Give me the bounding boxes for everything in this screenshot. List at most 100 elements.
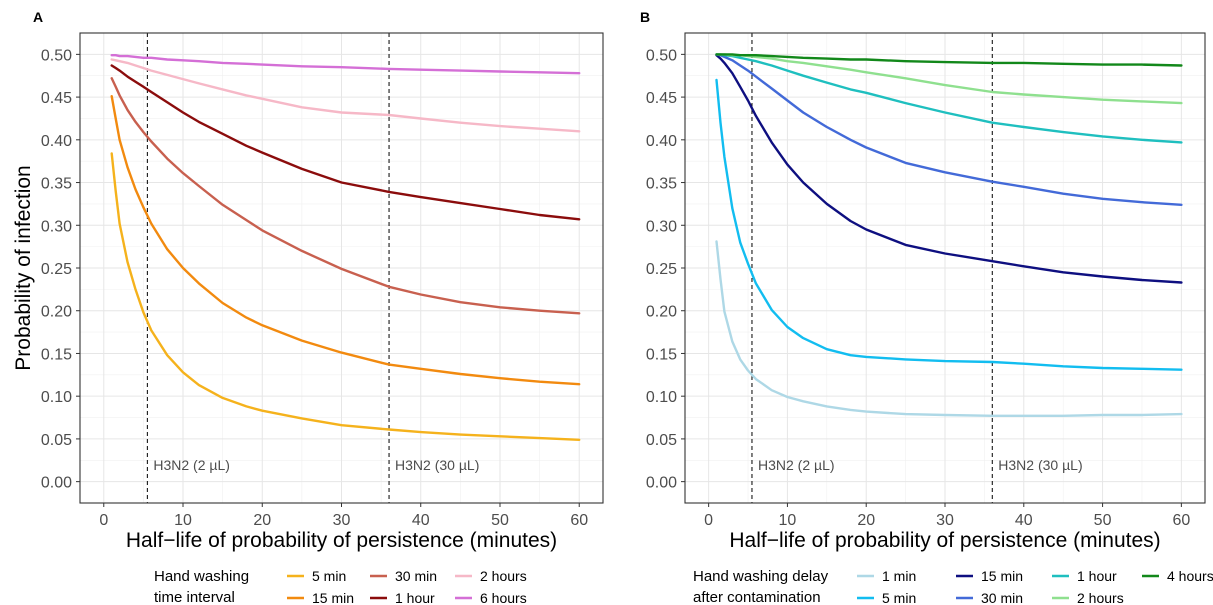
- y-tick-label: 0.10: [646, 389, 677, 406]
- legend-label: 4 hours: [1167, 568, 1213, 584]
- series-line-5-min: [110, 152, 581, 441]
- legend-title: time interval: [154, 589, 235, 605]
- legend-item: 4 hours: [1142, 568, 1213, 584]
- y-tick-label: 0.40: [646, 133, 677, 150]
- legend-label: 2 hours: [480, 568, 527, 584]
- y-tick-label: 0.20: [646, 304, 677, 321]
- reference-label-prefix: H3N2 (30: [998, 457, 1062, 473]
- reference-label-prefix: H3N2 (30: [395, 457, 459, 473]
- series-line-30-min: [715, 53, 1183, 207]
- reference-line-label: H3N2 (30 µL): [998, 457, 1082, 473]
- legend-label: 30 min: [981, 590, 1023, 605]
- y-tick-label: 0.30: [41, 218, 72, 235]
- series-line-1-hour: [110, 64, 581, 221]
- y-tick-label: 0.05: [646, 432, 677, 449]
- legend-label: 5 min: [882, 590, 916, 605]
- legend-item: 30 min: [956, 590, 1023, 605]
- x-tick-label: 60: [1172, 512, 1190, 529]
- legend-item: 1 hour: [1052, 568, 1117, 584]
- series-line-5-min: [715, 78, 1183, 371]
- x-tick-label: 30: [936, 512, 954, 529]
- legend-label: 1 hour: [1077, 568, 1117, 584]
- y-tick-label: 0.30: [646, 218, 677, 235]
- legend-label: 15 min: [981, 568, 1023, 584]
- x-tick-label: 20: [253, 512, 271, 529]
- legend: Hand washing delay after contamination 1 m…: [693, 568, 1213, 605]
- panel-label: B: [640, 9, 650, 25]
- legend: Hand washing time interval 5 min 15 min 30 m…: [154, 568, 527, 605]
- reference-label-unit: µL: [459, 457, 475, 473]
- x-tick-label: 50: [491, 512, 509, 529]
- x-tick-label: 40: [1015, 512, 1033, 529]
- series-line-2-hours: [110, 58, 581, 133]
- y-tick-label: 0.15: [646, 346, 677, 363]
- legend-title: Hand washing delay: [693, 568, 829, 585]
- y-tick-label: 0.50: [41, 47, 72, 64]
- x-tick-label: 50: [1094, 512, 1112, 529]
- legend-item: 15 min: [287, 590, 354, 605]
- y-tick-label: 0.05: [41, 432, 72, 449]
- series-line-1-hour: [715, 53, 1183, 144]
- reference-label-unit: µL: [814, 457, 830, 473]
- y-tick-label: 0.25: [41, 261, 72, 278]
- legend-item: 5 min: [287, 568, 346, 584]
- y-tick-label: 0.45: [41, 90, 72, 107]
- reference-line-label: H3N2 (30 µL): [395, 457, 479, 473]
- legend-label: 15 min: [312, 590, 354, 605]
- y-tick-label: 0.35: [41, 176, 72, 193]
- legend-item: 2 hours: [1052, 590, 1124, 605]
- y-tick-label: 0.50: [646, 47, 677, 64]
- legend-item: 1 min: [857, 568, 916, 584]
- reference-label-suffix: ): [830, 457, 835, 473]
- legend-label: 1 hour: [395, 590, 435, 605]
- reference-label-suffix: ): [475, 457, 480, 473]
- legend-label: 1 min: [882, 568, 916, 584]
- y-tick-label: 0.20: [41, 304, 72, 321]
- x-tick-label: 0: [99, 512, 108, 529]
- x-axis-title: Half−life of probability of persistence …: [126, 529, 557, 552]
- x-tick-label: 40: [412, 512, 430, 529]
- x-tick-label: 0: [704, 512, 713, 529]
- x-axis-title: Half−life of probability of persistence …: [729, 529, 1160, 552]
- legend-item: 2 hours: [455, 568, 527, 584]
- legend-label: 6 hours: [480, 590, 527, 605]
- legend-label: 5 min: [312, 568, 346, 584]
- y-tick-label: 0.00: [41, 475, 72, 492]
- reference-line-label: H3N2 (2 µL): [153, 457, 230, 473]
- x-tick-label: 30: [333, 512, 351, 529]
- legend-title: after contamination: [693, 589, 821, 605]
- y-tick-label: 0.45: [646, 90, 677, 107]
- panel-label: A: [33, 9, 43, 25]
- reference-line-label: H3N2 (2 µL): [758, 457, 835, 473]
- legend-item: 5 min: [857, 590, 916, 605]
- reference-label-prefix: H3N2 (2: [153, 457, 209, 473]
- legend-title: Hand washing: [154, 568, 249, 585]
- y-tick-label: 0.25: [646, 261, 677, 278]
- y-tick-label: 0.15: [41, 346, 72, 363]
- x-tick-label: 10: [174, 512, 192, 529]
- reference-label-prefix: H3N2 (2: [758, 457, 814, 473]
- y-tick-label: 0.35: [646, 176, 677, 193]
- x-tick-label: 60: [570, 512, 588, 529]
- legend-item: 30 min: [370, 568, 437, 584]
- series-line-6-hours: [110, 54, 581, 75]
- legend-item: 6 hours: [455, 590, 527, 605]
- series-line-15-min: [110, 94, 581, 386]
- reference-label-unit: µL: [209, 457, 225, 473]
- legend-label: 30 min: [395, 568, 437, 584]
- y-tick-label: 0.00: [646, 475, 677, 492]
- legend-label: 2 hours: [1077, 590, 1124, 605]
- series-line-1-min: [715, 240, 1183, 417]
- reference-label-suffix: ): [1078, 457, 1083, 473]
- reference-label-suffix: ): [225, 457, 230, 473]
- legend-item: 1 hour: [370, 590, 435, 605]
- series-line-4-hours: [715, 53, 1183, 67]
- y-axis-title: Probability of infection: [12, 165, 35, 370]
- x-tick-label: 20: [857, 512, 875, 529]
- legend-item: 15 min: [956, 568, 1023, 584]
- y-tick-label: 0.10: [41, 389, 72, 406]
- series-line-15-min: [715, 54, 1183, 284]
